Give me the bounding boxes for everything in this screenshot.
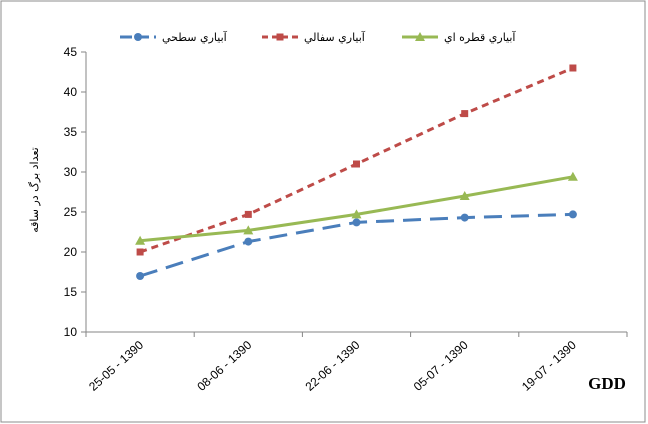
y-axis: 10 15 20 25 30 35 40 45	[64, 45, 87, 339]
data-point	[243, 225, 254, 235]
legend-entry-1: آبياري سطحي	[120, 30, 228, 44]
data-point	[353, 160, 360, 168]
legend-marker	[134, 33, 142, 41]
series-1	[136, 210, 577, 280]
y-tick-label: 30	[64, 165, 78, 179]
y-tick-label: 15	[64, 285, 78, 299]
legend-marker	[276, 33, 284, 41]
data-point	[352, 218, 361, 227]
y-tick-label: 45	[64, 45, 78, 59]
x-axis-title: GDD	[588, 374, 626, 393]
data-point	[136, 272, 145, 280]
y-tick-label: 10	[64, 325, 78, 339]
data-point	[460, 213, 469, 222]
legend-label: آبياري سطحي	[162, 30, 228, 44]
series-3	[135, 171, 578, 245]
data-point	[135, 235, 146, 245]
data-point	[459, 191, 470, 200]
data-point	[136, 248, 144, 256]
y-axis-title: تعداد برگ در ساقه	[28, 147, 41, 233]
legend-entry-3: آبياري قطره اي	[402, 30, 516, 44]
series-layer	[135, 64, 578, 280]
data-point	[244, 237, 253, 246]
y-tick-label: 35	[64, 125, 78, 139]
legend-entry-2: آبياري سفالي	[262, 30, 366, 44]
legend: آبياري سطحي آبياري سفالي آبياري قطره اي	[120, 30, 516, 44]
data-point	[244, 210, 252, 218]
data-point	[461, 110, 469, 118]
legend-label: آبياري سفالي	[304, 30, 366, 44]
data-point	[568, 210, 577, 219]
legend-label: آبياري قطره اي	[444, 30, 516, 44]
data-point	[569, 64, 577, 72]
data-point	[351, 209, 362, 219]
legend-marker	[415, 32, 425, 41]
y-tick-label: 20	[64, 245, 78, 259]
data-point	[567, 171, 578, 181]
y-tick-label: 40	[64, 85, 78, 99]
y-tick-label: 25	[64, 205, 78, 219]
series-2	[136, 64, 577, 256]
